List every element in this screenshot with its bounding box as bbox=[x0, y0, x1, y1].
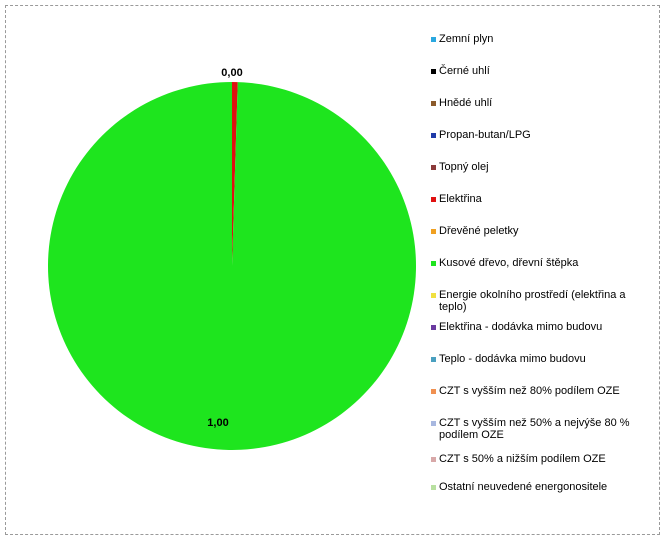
pie-slice-5 bbox=[232, 82, 238, 266]
legend-item: CZT s 50% a nižším podílem OZE bbox=[431, 453, 651, 465]
legend-swatch bbox=[431, 485, 436, 490]
legend-swatch bbox=[431, 357, 436, 362]
legend-item: CZT s vyšším než 50% a nejvýše 80 % podí… bbox=[431, 417, 651, 441]
legend-item: CZT s vyšším než 80% podílem OZE bbox=[431, 385, 651, 397]
legend-item: Elektřina bbox=[431, 193, 651, 205]
legend-label: Teplo - dodávka mimo budovu bbox=[439, 353, 586, 365]
legend-item: Černé uhlí bbox=[431, 65, 651, 77]
legend-swatch bbox=[431, 37, 436, 42]
legend-swatch bbox=[431, 261, 436, 266]
pie-slices bbox=[48, 82, 417, 451]
legend-swatch bbox=[431, 421, 436, 426]
legend-label: CZT s 50% a nižším podílem OZE bbox=[439, 453, 606, 465]
legend-label: Zemní plyn bbox=[439, 33, 494, 45]
legend-item: Ostatní neuvedené energonositele bbox=[431, 481, 651, 493]
legend-label: Černé uhlí bbox=[439, 65, 490, 77]
legend-label: CZT s vyšším než 50% a nejvýše 80 % podí… bbox=[439, 417, 630, 441]
legend-item: Teplo - dodávka mimo budovu bbox=[431, 353, 651, 365]
legend-label: Energie okolního prostředí (elektřina a … bbox=[439, 289, 626, 313]
legend-swatch bbox=[431, 325, 436, 330]
legend-swatch bbox=[431, 293, 436, 298]
legend-label: Propan-butan/LPG bbox=[439, 129, 531, 141]
legend-item: Elektřina - dodávka mimo budovu bbox=[431, 321, 651, 333]
legend-item: Topný olej bbox=[431, 161, 651, 173]
legend-item: Energie okolního prostředí (elektřina a … bbox=[431, 289, 651, 313]
legend-label: Kusové dřevo, dřevní štěpka bbox=[439, 257, 579, 269]
legend-swatch bbox=[431, 229, 436, 234]
legend-label: CZT s vyšším než 80% podílem OZE bbox=[439, 385, 620, 397]
legend-swatch bbox=[431, 457, 436, 462]
legend-swatch bbox=[431, 165, 436, 170]
legend-item: Propan-butan/LPG bbox=[431, 129, 651, 141]
legend-swatch bbox=[431, 101, 436, 106]
legend-label: Ostatní neuvedené energonositele bbox=[439, 481, 608, 493]
legend-swatch bbox=[431, 197, 436, 202]
legend-label: Topný olej bbox=[439, 161, 489, 173]
legend-swatch bbox=[431, 133, 436, 138]
legend-label: Elektřina bbox=[439, 193, 482, 205]
legend-label: Dřevěné peletky bbox=[439, 225, 519, 237]
legend-swatch bbox=[431, 69, 436, 74]
legend-label: Elektřina - dodávka mimo budovu bbox=[439, 321, 603, 333]
legend-swatch bbox=[431, 389, 436, 394]
legend-item: Dřevěné peletky bbox=[431, 225, 651, 237]
legend-item: Kusové dřevo, dřevní štěpka bbox=[431, 257, 651, 269]
legend-item: Hnědé uhlí bbox=[431, 97, 651, 109]
data-label-top: 0,00 bbox=[221, 67, 242, 79]
data-label-bottom: 1,00 bbox=[207, 417, 228, 429]
pie-chart: 0,00 1,00 bbox=[48, 67, 417, 451]
legend-item: Zemní plyn bbox=[431, 33, 651, 45]
pie-slice-7 bbox=[48, 82, 417, 451]
legend-label: Hnědé uhlí bbox=[439, 97, 493, 109]
